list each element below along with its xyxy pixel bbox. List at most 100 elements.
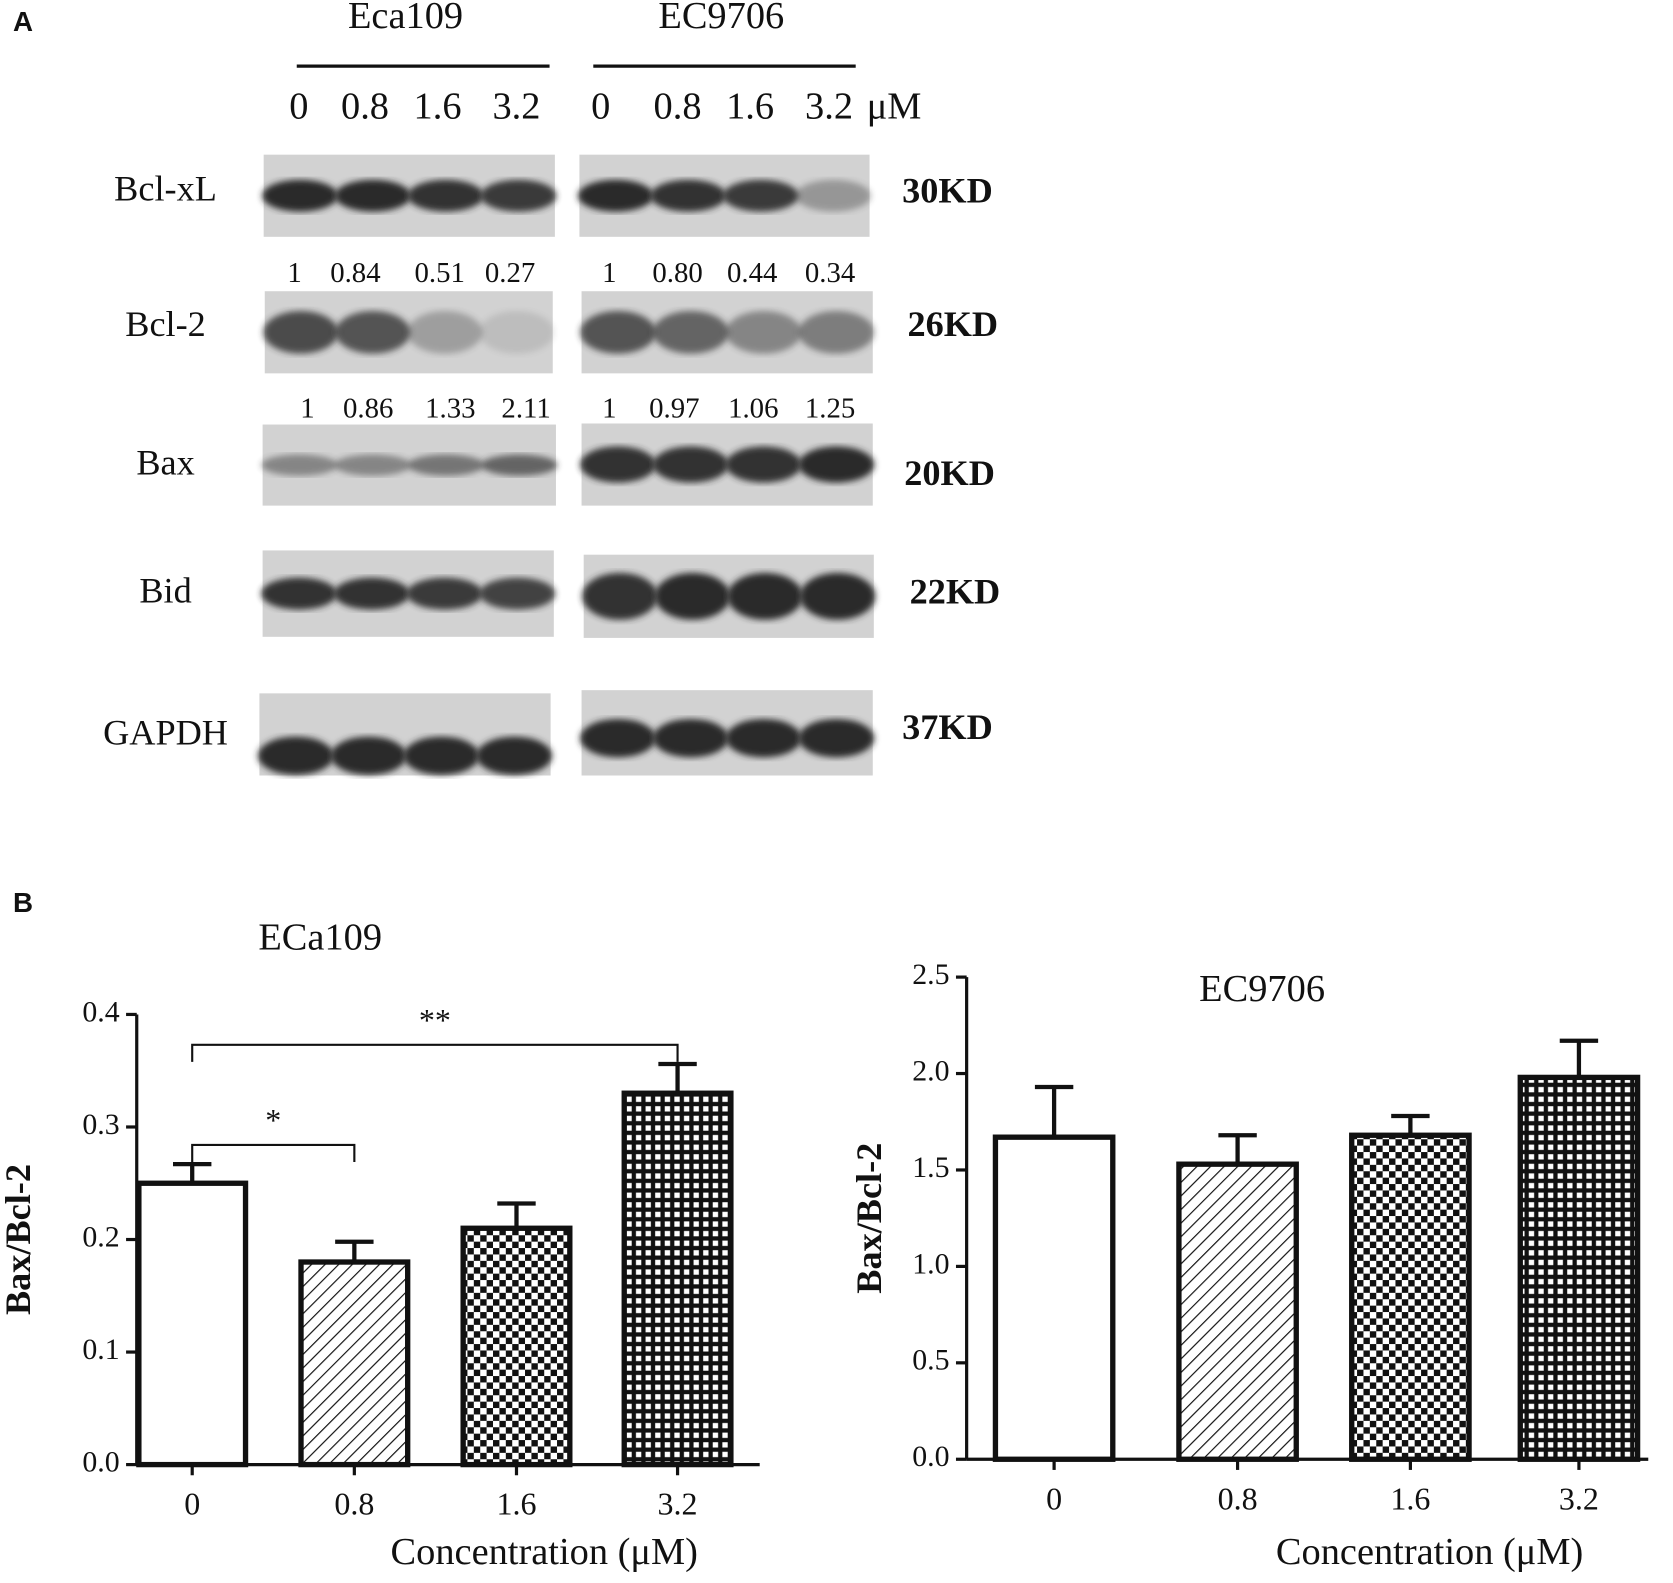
ratio-label: 0.34 bbox=[805, 257, 855, 289]
x-tick-label: 3.2 bbox=[1559, 1480, 1599, 1516]
blot-band bbox=[798, 446, 875, 483]
ratio-label: 0.44 bbox=[727, 257, 777, 289]
x-tick-label: 0 bbox=[1046, 1480, 1062, 1516]
chart-title: EC9706 bbox=[1199, 968, 1325, 1010]
bar bbox=[621, 1090, 734, 1468]
ratio-label: 0.84 bbox=[330, 257, 380, 289]
ratio-label: 2.11 bbox=[501, 392, 550, 424]
blot-band bbox=[650, 179, 726, 212]
ratio-label: 1 bbox=[300, 392, 314, 424]
blot-band bbox=[333, 577, 410, 610]
size-label: 26KD bbox=[907, 304, 998, 344]
blot-band bbox=[652, 310, 729, 354]
protein-label: Bax bbox=[136, 442, 194, 482]
ratio-label: 1.25 bbox=[805, 392, 855, 424]
y-tick-label: 2.5 bbox=[912, 958, 949, 991]
blot-band bbox=[335, 310, 411, 354]
x-tick-label: 0.8 bbox=[334, 1486, 374, 1522]
y-tick-label: 0.5 bbox=[912, 1344, 949, 1377]
ratio-label: 0.80 bbox=[652, 257, 702, 289]
significance-bracket bbox=[191, 1143, 356, 1162]
ratio-label: 1 bbox=[602, 257, 616, 289]
unit-label: μM bbox=[867, 86, 922, 128]
blot-band bbox=[580, 446, 656, 483]
y-tick-label: 0.0 bbox=[912, 1440, 949, 1473]
bar bbox=[1349, 1132, 1472, 1462]
x-tick-label: 1.6 bbox=[1390, 1480, 1430, 1516]
x-tick-label: 0.8 bbox=[1218, 1480, 1258, 1516]
chart-title: ECa109 bbox=[258, 917, 382, 959]
blot-band bbox=[582, 572, 658, 620]
y-axis-label: Bax/Bcl-2 bbox=[849, 1143, 889, 1294]
cell-line-label: Eca109 bbox=[348, 0, 463, 37]
blot-band bbox=[652, 718, 729, 758]
bar bbox=[1176, 1161, 1299, 1462]
protein-label: Bcl-xL bbox=[114, 168, 217, 208]
size-label: 20KD bbox=[904, 453, 995, 493]
significance-bracket bbox=[191, 1043, 679, 1062]
x-tick-label: 1.6 bbox=[496, 1486, 536, 1522]
blot-band bbox=[407, 454, 485, 476]
y-tick-label: 0.1 bbox=[82, 1333, 119, 1366]
y-tick-label: 2.0 bbox=[912, 1054, 949, 1087]
bar bbox=[298, 1259, 411, 1468]
ratio-label: 1.06 bbox=[728, 392, 778, 424]
blot-band bbox=[727, 572, 803, 620]
protein-label: Bid bbox=[139, 570, 191, 610]
ratio-label: 0.86 bbox=[343, 392, 393, 424]
significance-label: ** bbox=[419, 1002, 451, 1038]
protein-label: Bcl-2 bbox=[125, 304, 206, 344]
blot-band bbox=[723, 179, 799, 212]
blot-band bbox=[725, 446, 802, 483]
blot-band bbox=[577, 179, 654, 212]
y-tick-label: 0.4 bbox=[82, 995, 119, 1028]
y-tick-label: 0.0 bbox=[82, 1445, 119, 1478]
blot-band bbox=[654, 572, 731, 620]
ratio-label: 0.27 bbox=[485, 257, 535, 289]
blot-band bbox=[652, 446, 729, 483]
concentration-label: 0.8 bbox=[654, 86, 702, 128]
blot-band bbox=[481, 454, 558, 476]
ratio-label: 0.97 bbox=[649, 392, 699, 424]
x-axis-label: Concentration (μM) bbox=[391, 1531, 698, 1573]
ratio-label: 1.33 bbox=[425, 392, 475, 424]
y-tick-label: 0.3 bbox=[82, 1108, 119, 1141]
blot-band bbox=[261, 577, 337, 610]
blot-band bbox=[725, 310, 802, 354]
blot-band bbox=[262, 179, 338, 212]
size-label: 22KD bbox=[910, 572, 1001, 612]
bar bbox=[136, 1180, 249, 1468]
blot-band bbox=[798, 718, 875, 758]
blot-band bbox=[257, 736, 334, 775]
blot-band bbox=[407, 179, 484, 212]
blot-band bbox=[334, 454, 411, 476]
x-axis-label: Concentration (μM) bbox=[1276, 1531, 1583, 1573]
concentration-label: 3.2 bbox=[492, 86, 540, 128]
blot-band bbox=[476, 736, 553, 775]
blot-band bbox=[403, 736, 480, 775]
size-label: 37KD bbox=[902, 707, 993, 747]
concentration-label: 1.6 bbox=[414, 86, 462, 128]
x-tick-label: 0 bbox=[184, 1486, 200, 1522]
bar bbox=[460, 1225, 573, 1468]
blot-band bbox=[798, 310, 875, 354]
blot-band bbox=[335, 179, 411, 212]
significance-label: * bbox=[265, 1102, 281, 1138]
y-tick-label: 1.0 bbox=[912, 1247, 949, 1280]
blot-band bbox=[480, 179, 557, 212]
blot-band bbox=[263, 310, 339, 354]
y-tick-label: 0.2 bbox=[82, 1220, 119, 1253]
cell-line-label: EC9706 bbox=[658, 0, 784, 37]
blot-band bbox=[479, 310, 555, 354]
blot-band bbox=[479, 577, 556, 610]
size-label: 30KD bbox=[902, 170, 993, 210]
x-tick-label: 3.2 bbox=[658, 1486, 698, 1522]
blot-band bbox=[261, 454, 338, 476]
bar bbox=[1517, 1074, 1641, 1462]
concentration-label: 1.6 bbox=[726, 86, 774, 128]
blot-band bbox=[580, 718, 656, 758]
ratio-label: 1 bbox=[287, 257, 301, 289]
blot-band bbox=[330, 736, 407, 775]
concentration-label: 0 bbox=[289, 86, 308, 128]
